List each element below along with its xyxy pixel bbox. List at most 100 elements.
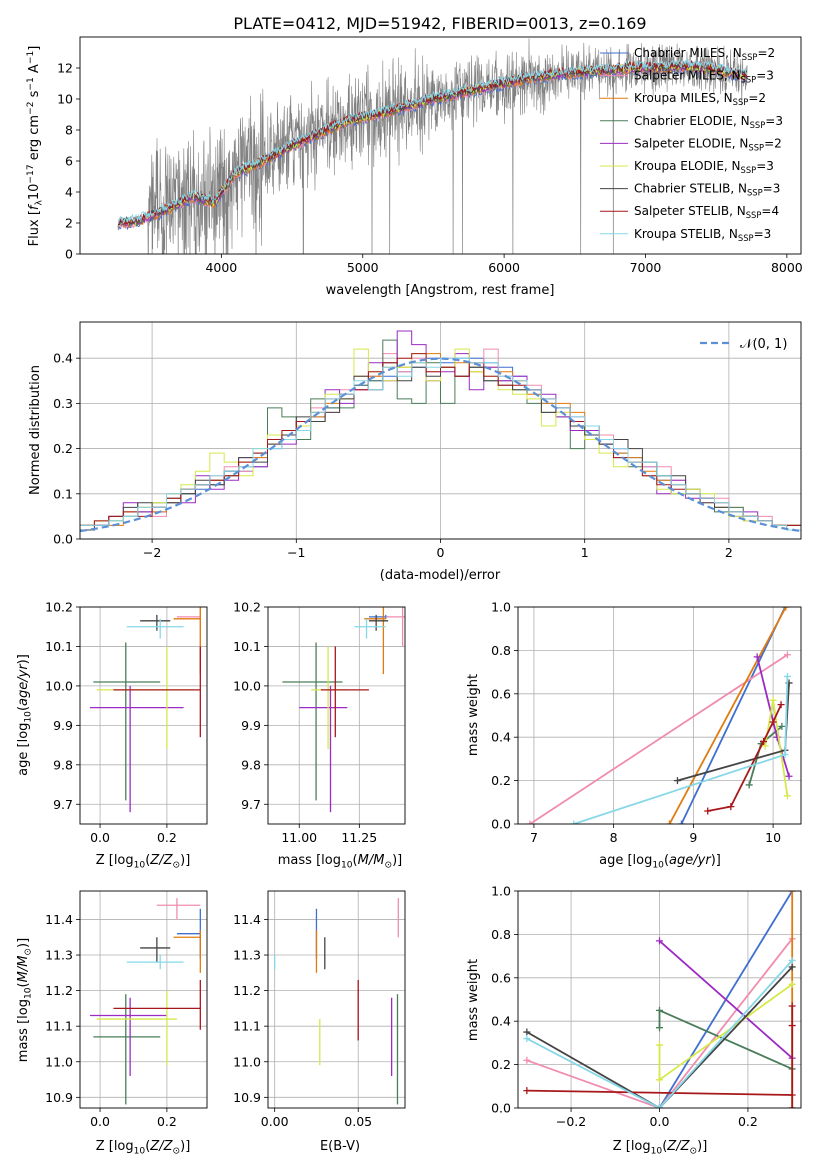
y-tick-label: 0.4 bbox=[491, 1014, 511, 1029]
axes-frame bbox=[517, 606, 802, 825]
x-axis-label: Z [log10(Z/Z⊙)] bbox=[613, 1139, 708, 1156]
axes-frame bbox=[79, 606, 208, 825]
y-tick-label: 10.0 bbox=[45, 678, 73, 693]
plot-area-mass_vs_ebv bbox=[274, 898, 399, 1105]
y-tick-label: 0.8 bbox=[491, 927, 511, 942]
x-tick-label: 0.0 bbox=[90, 1114, 110, 1129]
axes-mass_weight_vs_z: −0.2 0.0 0.2 0.0 0.2 0.4 0.6 0.8 1.0 Z [log10(Z/Z… bbox=[466, 884, 802, 1156]
axes-frame bbox=[79, 890, 208, 1109]
weight-marker-salpeter_stelib bbox=[727, 803, 735, 811]
legend-label-kroupa_elodie: Kroupa ELODIE, NSSP=3 bbox=[634, 159, 774, 175]
legend-label-normal: 𝒩(0, 1) bbox=[740, 337, 787, 352]
weight-line-salpeter_miles bbox=[526, 938, 793, 1108]
y-tick-label: 9.8 bbox=[53, 757, 73, 772]
y-tick-label: 0.0 bbox=[491, 817, 511, 832]
y-tick-label: 6 bbox=[65, 154, 73, 169]
figure-title: PLATE=0412, MJD=51942, FIBERID=0013, z=0… bbox=[233, 14, 646, 33]
weight-marker-chabrier_elodie bbox=[656, 1006, 663, 1014]
x-tick-label: 0.2 bbox=[157, 1114, 177, 1129]
x-axis-label: age [log10(age/yr)] bbox=[599, 853, 721, 870]
weight-marker-salpeter_stelib bbox=[788, 1022, 796, 1030]
y-tick-label: 0.6 bbox=[491, 686, 511, 701]
y-tick-label: 0 bbox=[65, 247, 73, 262]
x-tick-label: 7 bbox=[530, 830, 538, 845]
y-tick-label: 10.1 bbox=[233, 639, 261, 654]
y-tick-label: 10.9 bbox=[45, 1090, 73, 1105]
x-axis-label: Z [log10(Z/Z⊙)] bbox=[96, 1139, 191, 1156]
legend-label-salpeter_miles: Salpeter MILES, NSSP=3 bbox=[634, 69, 774, 85]
y-tick-label: 11.2 bbox=[233, 983, 261, 998]
x-tick-label: 0.05 bbox=[344, 1114, 372, 1129]
spectrum-model-kroupa_stelib bbox=[117, 58, 748, 225]
weight-marker-kroupa_elodie bbox=[656, 1076, 663, 1084]
x-tick-label: 0.2 bbox=[157, 830, 177, 845]
y-tick-label: 0.2 bbox=[53, 441, 73, 456]
y-tick-label: 9.7 bbox=[53, 797, 73, 812]
y-tick-label: 11.2 bbox=[45, 983, 73, 998]
y-tick-label: 9.9 bbox=[241, 718, 261, 733]
weight-marker-kroupa_miles bbox=[782, 607, 790, 611]
axes-residual_histogram: −2 −1 0 1 2 0.0 0.1 0.2 0.3 0.4 𝒩(0, 1) (data-model… bbox=[28, 321, 802, 583]
y-tick-label: 10.2 bbox=[233, 600, 261, 615]
x-tick-label: −0.2 bbox=[556, 1114, 586, 1129]
x-axis-label: E(B-V) bbox=[320, 1139, 360, 1154]
y-tick-label: 11.1 bbox=[233, 1019, 261, 1034]
weight-marker-salpeter_stelib bbox=[788, 1091, 796, 1099]
axes-age_vs_mass: 11.00 11.25 9.7 9.8 9.9 10.0 10.1 10.2 mass [log… bbox=[233, 600, 406, 870]
plot-area-mass_weight_vs_z bbox=[523, 891, 796, 1108]
weight-marker-kroupa_miles bbox=[788, 891, 796, 895]
weight-line-chabrier_miles bbox=[680, 607, 786, 824]
axes-frame bbox=[79, 36, 802, 255]
y-tick-label: 10.2 bbox=[45, 600, 73, 615]
weight-line-chabrier_stelib bbox=[526, 966, 793, 1108]
weight-marker-kroupa_elodie bbox=[656, 1041, 663, 1049]
weight-marker-salpeter_miles bbox=[523, 1056, 531, 1064]
y-axis-label: Flux [fλ10−17 erg cm−2 s−1 A−1] bbox=[26, 46, 44, 247]
weight-marker-kroupa_stelib bbox=[781, 751, 789, 759]
y-tick-label: 0.1 bbox=[53, 486, 73, 501]
legend-label-kroupa_miles: Kroupa MILES, NSSP=2 bbox=[634, 91, 766, 107]
y-tick-label: 4 bbox=[65, 185, 73, 200]
x-tick-label: 8 bbox=[610, 830, 618, 845]
weight-marker-chabrier_miles bbox=[677, 820, 685, 824]
weight-marker-kroupa_elodie bbox=[761, 742, 769, 750]
weight-marker-chabrier_elodie bbox=[656, 1024, 663, 1032]
axes-frame bbox=[267, 890, 406, 1109]
legend-label-kroupa_stelib: Kroupa STELIB, NSSP=3 bbox=[634, 227, 771, 243]
weight-marker-salpeter_stelib bbox=[760, 738, 768, 746]
weight-marker-salpeter_stelib bbox=[704, 807, 712, 815]
x-tick-label: 10 bbox=[765, 830, 781, 845]
y-tick-label: 10.9 bbox=[233, 1090, 261, 1105]
y-tick-label: 0.4 bbox=[491, 730, 511, 745]
x-tick-label: −1 bbox=[287, 545, 305, 560]
weight-marker-kroupa_elodie bbox=[788, 980, 796, 988]
y-tick-label: 11.0 bbox=[233, 1054, 261, 1069]
weight-line-kroupa_miles bbox=[668, 607, 787, 824]
weight-marker-salpeter_miles bbox=[526, 820, 534, 824]
weight-line-salpeter_elodie bbox=[658, 940, 793, 1059]
y-tick-label: 0.6 bbox=[491, 970, 511, 985]
weight-marker-kroupa_stelib bbox=[656, 1104, 663, 1108]
weight-marker-salpeter_stelib bbox=[788, 1104, 796, 1108]
weight-marker-kroupa_miles bbox=[665, 820, 673, 824]
y-tick-label: 11.1 bbox=[45, 1019, 73, 1034]
spectrum-legend: Chabrier MILES, NSSP=2 Salpeter MILES, NS… bbox=[600, 46, 783, 243]
weight-marker-salpeter_stelib bbox=[788, 1002, 796, 1010]
y-tick-label: 10.1 bbox=[45, 639, 73, 654]
y-tick-label: 0.2 bbox=[491, 1057, 511, 1072]
x-tick-label: 5000 bbox=[347, 260, 379, 275]
x-tick-label: 4000 bbox=[205, 260, 237, 275]
legend-label-chabrier_miles: Chabrier MILES, NSSP=2 bbox=[634, 46, 775, 62]
legend-label-salpeter_stelib: Salpeter STELIB, NSSP=4 bbox=[634, 204, 779, 220]
x-tick-label: 0.0 bbox=[90, 830, 110, 845]
axes-frame bbox=[267, 606, 406, 825]
axes-age_vs_z: 0.0 0.2 9.7 9.8 9.9 10.0 10.1 10.2 Z [log10(Z/Z⊙… bbox=[16, 600, 208, 870]
x-axis-label: Z [log10(Z/Z⊙)] bbox=[96, 853, 191, 870]
weight-marker-salpeter_elodie bbox=[753, 653, 761, 661]
legend-label-salpeter_elodie: Salpeter ELODIE, NSSP=2 bbox=[634, 136, 782, 152]
x-axis-label: mass [log10(M/M⊙)] bbox=[278, 853, 402, 870]
axes-spectrum: 4000 5000 6000 7000 8000 0 2 4 6 8 10 12 Chabrier MI… bbox=[26, 36, 803, 298]
x-axis-label: (data-model)/error bbox=[380, 568, 501, 583]
x-tick-label: 11.00 bbox=[281, 830, 317, 845]
